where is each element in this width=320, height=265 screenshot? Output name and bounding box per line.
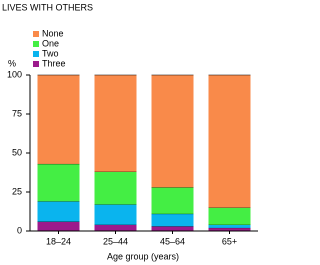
legend-label: Three [42, 58, 66, 68]
bar-segment [151, 75, 194, 188]
bar-segment [37, 75, 80, 164]
legend-swatch [33, 31, 39, 37]
x-tick-label: 45–64 [160, 236, 185, 246]
bar-segment [94, 204, 137, 225]
bar-segment [151, 226, 194, 231]
y-tick-label: 75 [12, 108, 22, 118]
bar-segment [94, 171, 137, 205]
legend-label: One [42, 38, 59, 48]
bar-segment [208, 227, 251, 231]
legend-label: None [42, 28, 64, 38]
bar-segment [151, 213, 194, 227]
legend-label: Two [42, 48, 59, 58]
legend-swatch [33, 41, 39, 47]
bar-segment [94, 224, 137, 231]
bar-segment [208, 224, 251, 228]
bar-segment [208, 75, 251, 208]
x-tick-label: 25–44 [103, 236, 128, 246]
legend-swatch [33, 61, 39, 67]
y-tick-label: 50 [12, 147, 22, 157]
bar-segment [37, 163, 80, 202]
y-tick-label: 100 [7, 69, 22, 79]
bar-segment [208, 207, 251, 225]
x-axis-label: Age group (years) [107, 251, 179, 261]
x-tick-label: 18–24 [46, 236, 71, 246]
chart: LIVES WITH OTHERS % Age group (years) No… [2, 2, 258, 261]
y-tick-label: 0 [17, 225, 22, 235]
bar-segment [151, 187, 194, 214]
chart-title: LIVES WITH OTHERS [2, 2, 93, 12]
bar-segment [94, 75, 137, 172]
x-tick-label: 65+ [222, 236, 237, 246]
y-axis-label: % [8, 58, 16, 68]
bar-segment [37, 221, 80, 231]
legend-swatch [33, 51, 39, 57]
y-tick-label: 25 [12, 186, 22, 196]
bar-segment [37, 201, 80, 222]
